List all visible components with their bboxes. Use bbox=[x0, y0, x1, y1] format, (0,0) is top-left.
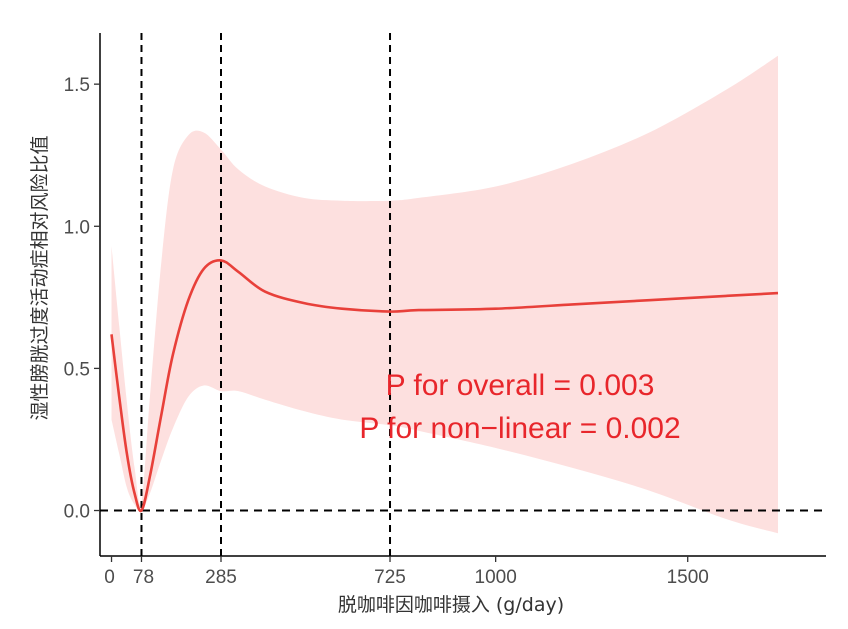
y-tick-label: 0.5 bbox=[64, 359, 90, 380]
x-tick-label: 0 bbox=[104, 567, 115, 588]
x-tick-label: 725 bbox=[374, 567, 406, 588]
x-tick-label: 1500 bbox=[667, 567, 709, 588]
y-tick-label: 1.5 bbox=[64, 75, 90, 96]
series-line bbox=[110, 259, 779, 513]
annotation-p-nonlinear: P for non−linear = 0.002 bbox=[359, 412, 680, 445]
x-tick-label: 1000 bbox=[475, 567, 517, 588]
x-axis-title: 脱咖啡因咖啡摄入 (g/day) bbox=[338, 594, 564, 616]
x-tick-label: 78 bbox=[133, 567, 154, 588]
y-tick-label: 1.0 bbox=[64, 217, 90, 238]
y-axis-title: 湿性膀胱过度活动症相对风险比值 bbox=[29, 135, 51, 420]
y-tick-label: 0.0 bbox=[64, 502, 90, 523]
confidence-band bbox=[111, 55, 778, 534]
x-tick-label: 285 bbox=[205, 567, 237, 588]
annotation-p-overall: P for overall = 0.003 bbox=[386, 369, 655, 402]
